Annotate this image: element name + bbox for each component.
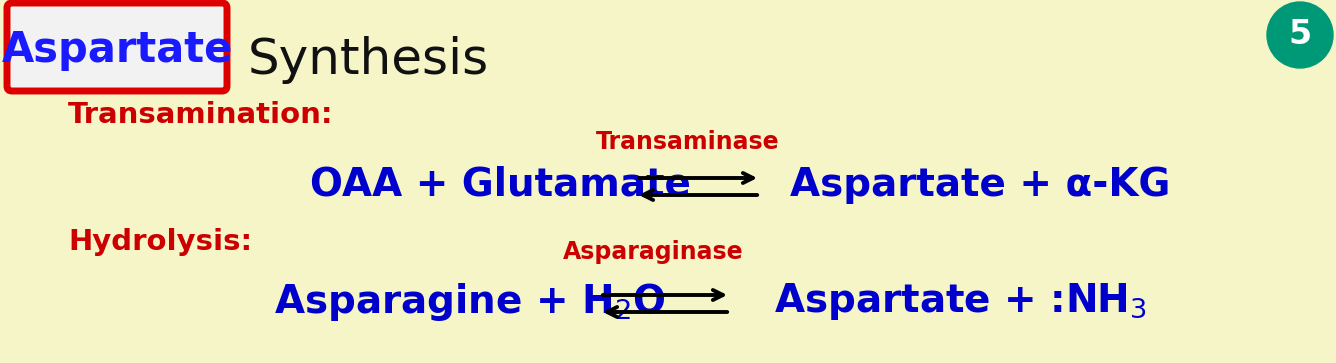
Text: Aspartate: Aspartate <box>1 29 232 71</box>
Circle shape <box>1267 2 1333 68</box>
Text: Hydrolysis:: Hydrolysis: <box>68 228 253 256</box>
Text: 5: 5 <box>1288 19 1312 52</box>
Text: Aspartate + :NH$_3$: Aspartate + :NH$_3$ <box>774 281 1146 322</box>
Text: OAA + Glutamate: OAA + Glutamate <box>310 166 691 204</box>
Text: Aspartate + α-KG: Aspartate + α-KG <box>790 166 1170 204</box>
FancyBboxPatch shape <box>7 3 227 91</box>
Text: Transamination:: Transamination: <box>68 101 334 129</box>
Text: Asparagine + H$_2$O: Asparagine + H$_2$O <box>274 281 665 323</box>
Text: Synthesis: Synthesis <box>248 36 489 84</box>
Text: Asparaginase: Asparaginase <box>562 240 743 264</box>
Text: Transaminase: Transaminase <box>596 130 780 154</box>
